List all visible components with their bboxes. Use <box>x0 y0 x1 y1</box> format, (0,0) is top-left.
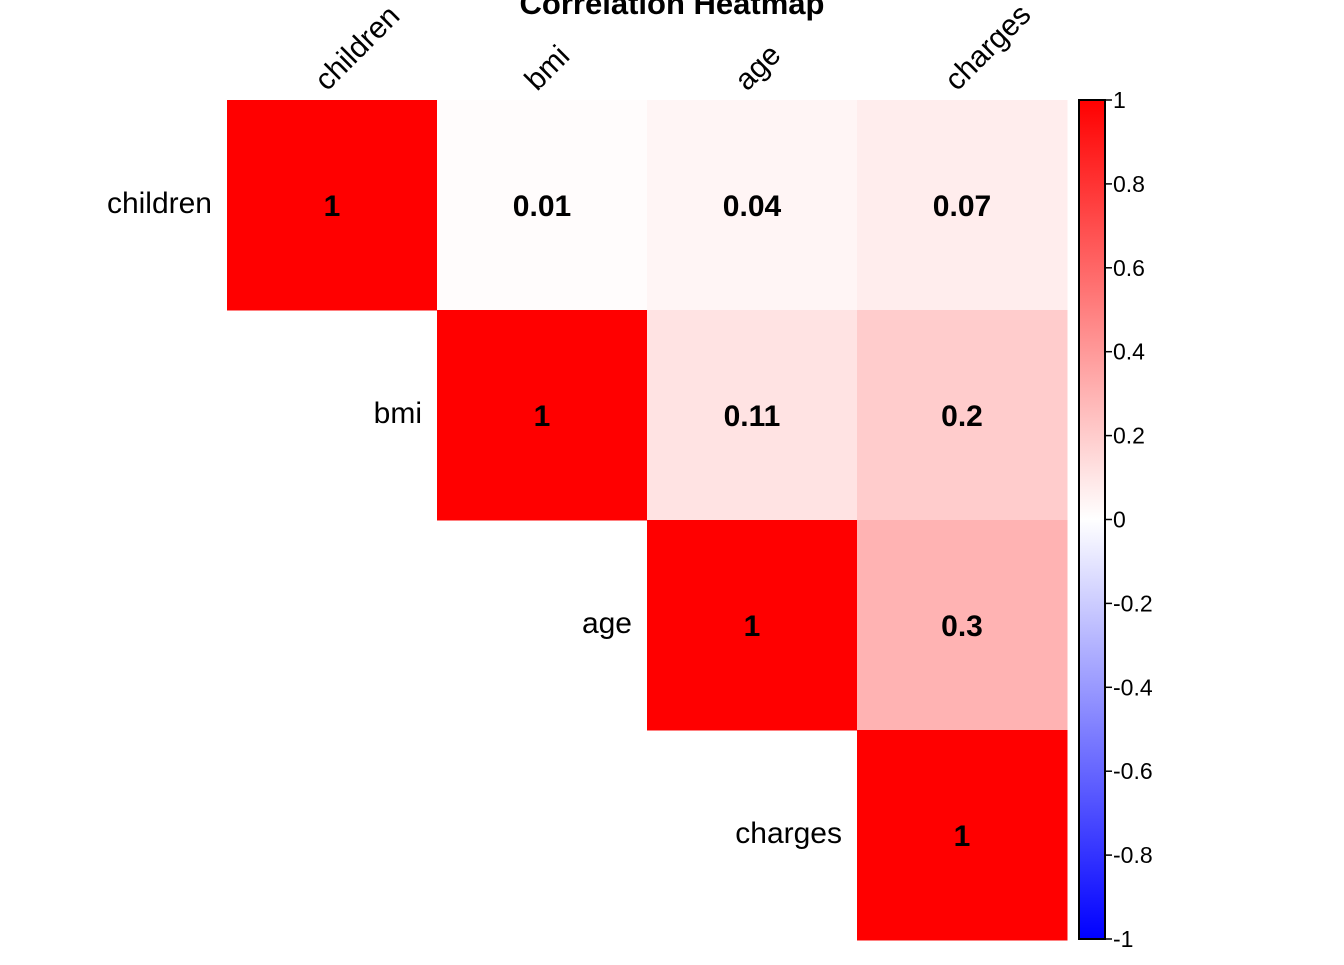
heatmap-cell-bmi-charges <box>857 310 1068 521</box>
row-label-bmi: bmi <box>374 397 422 430</box>
row-labels: children bmi age charges <box>107 187 842 850</box>
column-label-charges: charges <box>939 0 1038 97</box>
cell-value-bmi-bmi: 1 <box>534 400 551 433</box>
colorbar-tick-label: 0.2 <box>1113 423 1145 449</box>
heatmap-cell-children-charges <box>857 100 1068 311</box>
cell-value-children-charges: 0.07 <box>933 190 991 223</box>
colorbar-tick-label: 0.8 <box>1113 171 1145 197</box>
heatmap-cells <box>227 100 1068 941</box>
heatmap-cell-bmi-bmi <box>437 310 648 521</box>
colorbar-tick-label: 1 <box>1113 87 1126 113</box>
colorbar-tick-label: -0.4 <box>1113 674 1153 700</box>
heatmap-cell-age-age <box>647 520 858 731</box>
cell-value-age-charges: 0.3 <box>941 610 983 643</box>
column-label-children: children <box>309 0 407 97</box>
cell-value-bmi-charges: 0.2 <box>941 400 983 433</box>
colorbar-tick-label: -0.2 <box>1113 590 1153 616</box>
chart-title: Correlation Heatmap <box>520 0 825 21</box>
heatmap-cell-bmi-age <box>647 310 858 521</box>
heatmap-cell-labels: 1 0.01 0.04 0.07 1 0.11 0.2 1 0.3 1 <box>324 190 992 853</box>
row-label-charges: charges <box>735 817 842 850</box>
heatmap-cell-children-bmi <box>437 100 648 311</box>
cell-value-charges-charges: 1 <box>954 820 971 853</box>
colorbar-tick-label: 0.4 <box>1113 339 1145 365</box>
cell-value-children-bmi: 0.01 <box>513 190 571 223</box>
colorbar-tick-label: -0.8 <box>1113 842 1153 868</box>
column-label-bmi: bmi <box>519 39 577 97</box>
colorbar-tick-label: 0.6 <box>1113 255 1145 281</box>
cell-value-bmi-age: 0.11 <box>724 400 781 433</box>
colorbar: 1 0.8 0.6 0.4 0.2 0 -0.2 -0.4 -0.6 -0.8 -1 <box>1078 87 1153 952</box>
heatmap-cell-age-charges <box>857 520 1068 731</box>
colorbar-ticks: 1 0.8 0.6 0.4 0.2 0 -0.2 -0.4 -0.6 -0.8 -1 <box>1105 87 1153 952</box>
heatmap-cell-children-age <box>647 100 858 311</box>
column-label-age: age <box>729 38 788 97</box>
cell-value-children-age: 0.04 <box>723 190 782 223</box>
colorbar-tick-label: -0.6 <box>1113 758 1153 784</box>
colorbar-tick-label: 0 <box>1113 507 1126 533</box>
heatmap-cell-charges-charges <box>857 730 1068 941</box>
cell-value-age-age: 1 <box>744 610 761 643</box>
cell-value-children-children: 1 <box>324 190 341 223</box>
heatmap-cell-children-children <box>227 100 438 311</box>
row-label-age: age <box>582 607 632 640</box>
colorbar-tick-label: -1 <box>1113 926 1133 952</box>
colorbar-gradient <box>1078 99 1106 940</box>
row-label-children: children <box>107 187 212 220</box>
